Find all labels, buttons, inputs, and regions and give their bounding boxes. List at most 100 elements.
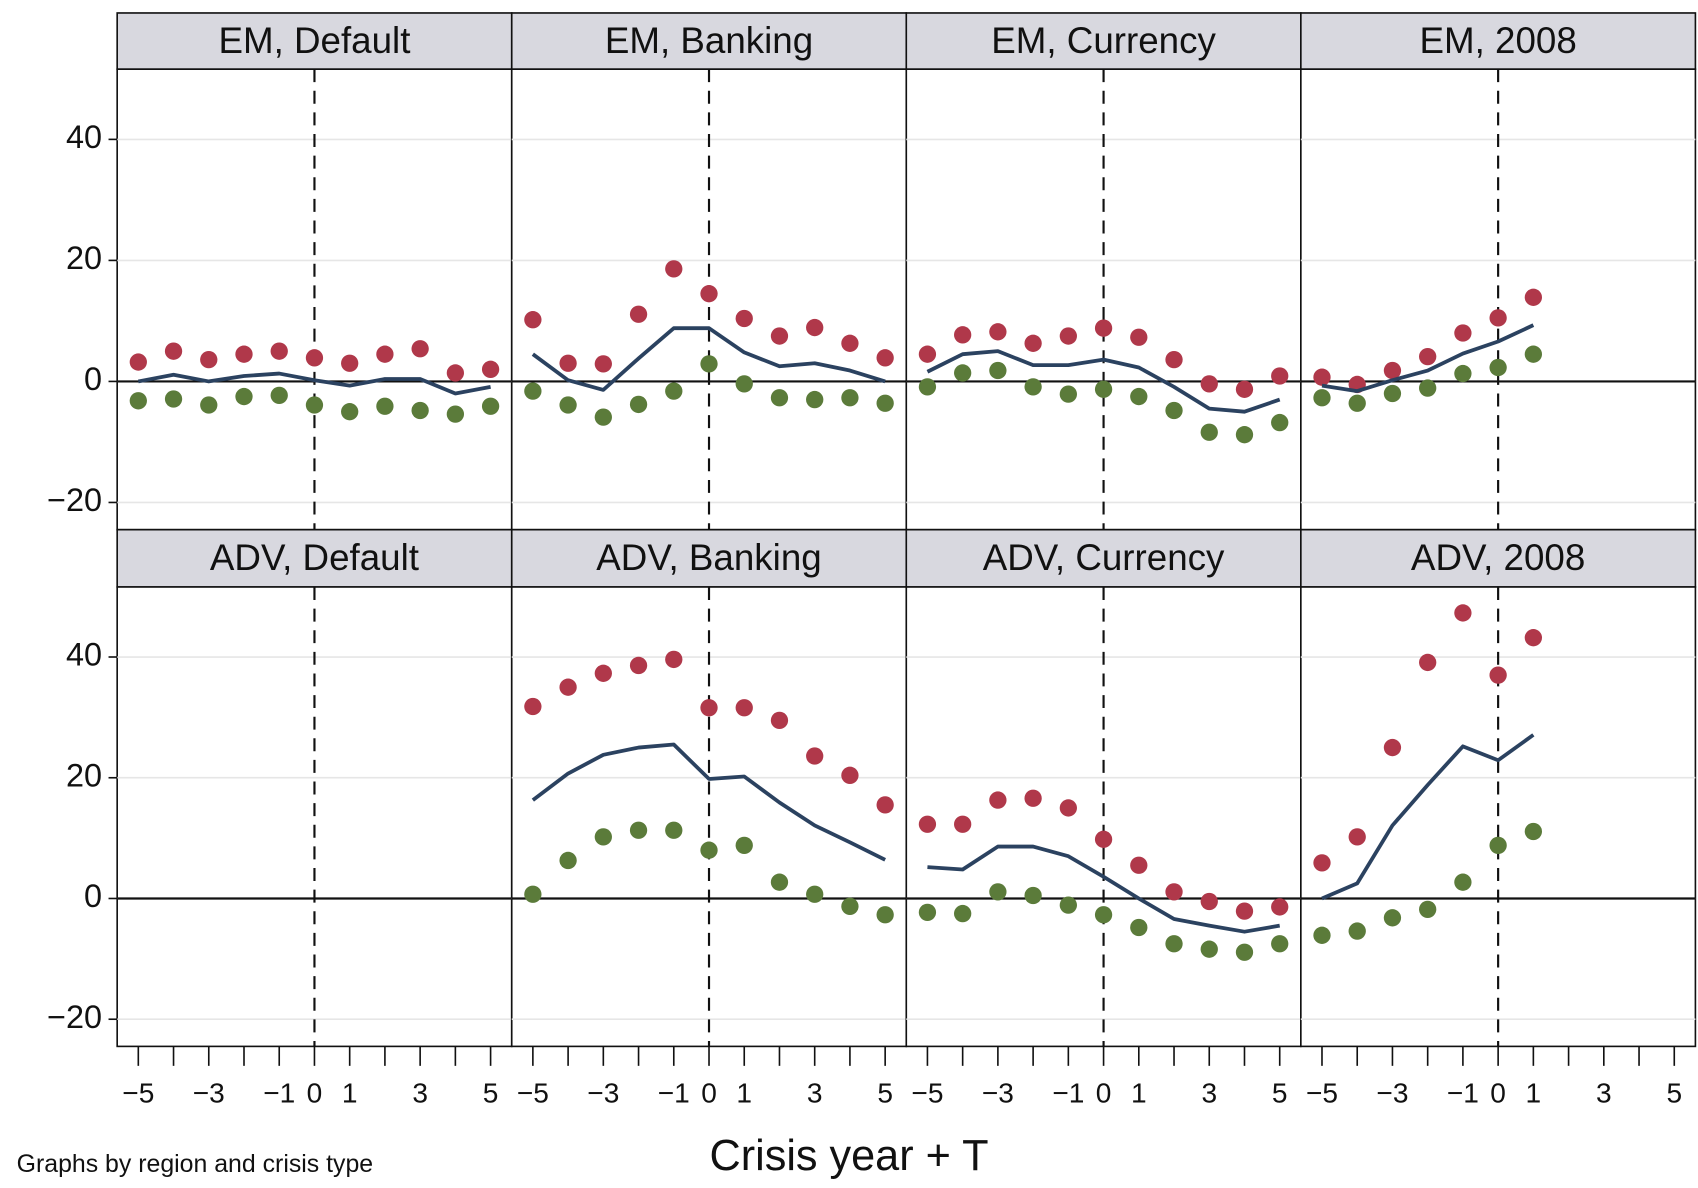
point [876,349,894,367]
point [770,873,789,891]
point [770,327,789,345]
point [1200,940,1218,958]
point [1454,324,1472,342]
point [524,885,542,903]
point [1454,873,1472,891]
y-tick-label: −20 [47,482,102,518]
point [665,382,683,400]
y-tick-label: 40 [66,637,102,673]
point [594,828,612,846]
point [524,311,542,329]
panel-header [905,528,1302,588]
note: Graphs by region and crisis type [17,1150,374,1178]
panel-header [510,528,908,588]
point [1489,309,1507,327]
point [700,841,718,859]
point [1024,378,1042,396]
point [770,711,789,730]
point [594,408,612,426]
point [1165,350,1183,369]
panel-title: ADV, Currency [983,537,1225,578]
point [1348,922,1366,940]
point [446,364,465,382]
point [524,697,542,716]
x-tick-label: 3 [1201,1077,1217,1108]
panel-header [116,528,513,588]
x-tick-label: −5 [911,1077,943,1108]
x-tick-label: 0 [701,1077,717,1108]
point [806,747,824,765]
point [841,766,859,784]
point [1094,906,1113,924]
x-tick-label: 0 [307,1077,323,1108]
point [235,387,253,406]
point [341,354,359,372]
panel-header [116,12,513,70]
point [1235,943,1254,961]
point [1235,426,1254,444]
x-tick-label: −3 [193,1077,225,1108]
mean-line [1321,733,1535,901]
point [164,342,183,360]
panel-header [1300,12,1697,70]
mean-line [926,349,1281,414]
x-tick-label: 3 [412,1077,428,1108]
y-tick-label: −20 [47,999,102,1035]
point [1165,883,1183,901]
point [735,836,753,855]
panel-title: ADV, Banking [596,537,821,578]
point [341,403,359,421]
point [1059,799,1077,817]
point [1235,902,1254,920]
x-tick-label: −1 [263,1077,295,1108]
point [876,796,894,814]
x-tick-label: −1 [1447,1077,1479,1108]
point [806,885,824,903]
x-tick-label: 5 [877,1077,893,1108]
point [1024,334,1042,352]
point [629,395,648,414]
point [270,342,288,360]
y-tick-label: 20 [66,240,102,276]
point [954,815,972,833]
mean-line [927,844,1281,934]
point [164,390,183,408]
point [559,396,577,414]
x-tick-label: 5 [483,1077,499,1108]
point [305,349,324,367]
panel-header [1300,528,1697,588]
point [1419,653,1437,672]
point [1348,394,1366,412]
point [1313,854,1331,872]
point [481,360,500,378]
point [1235,380,1254,398]
point [1313,368,1331,386]
panel-header [510,12,908,70]
point [918,815,937,833]
point [594,664,612,682]
point [1383,384,1402,403]
point [559,354,577,372]
x-tick-label: 5 [1272,1077,1288,1108]
point [735,375,753,393]
point [770,389,789,407]
point [665,650,683,669]
point [1130,918,1148,937]
point [1200,375,1218,393]
panel-title: ADV, 2008 [1411,537,1585,578]
point [270,386,288,404]
point [1489,836,1507,855]
x-tick-label: −5 [122,1077,154,1108]
point [559,678,577,696]
point [481,397,500,415]
point [841,334,859,352]
point [129,353,147,371]
point [1271,898,1289,916]
y-tick-label: 40 [66,119,102,155]
point [235,345,253,363]
point [665,821,683,839]
point [594,355,612,373]
point [129,392,147,410]
point [446,405,465,423]
point [629,821,648,839]
